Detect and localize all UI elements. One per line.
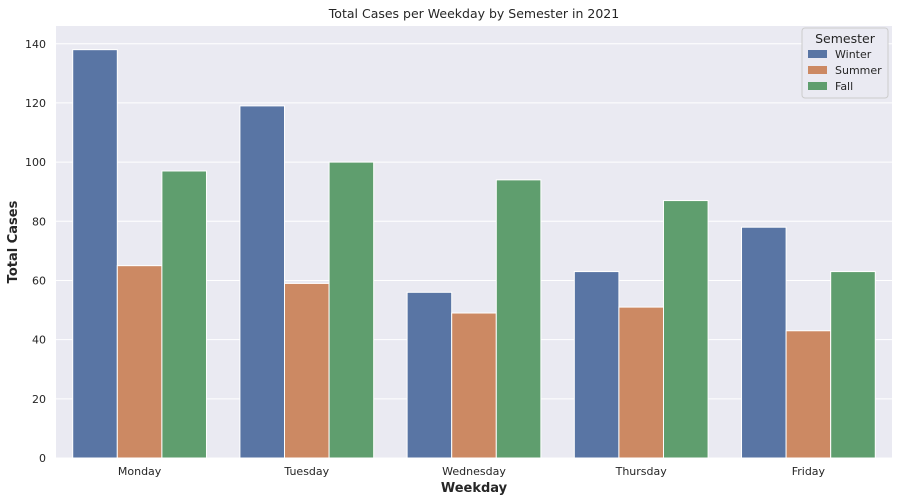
legend-label: Winter: [835, 48, 872, 61]
y-tick-label: 120: [25, 97, 46, 110]
legend-swatch: [808, 82, 827, 90]
legend-label: Fall: [835, 80, 853, 93]
x-tick-label: Friday: [792, 465, 826, 478]
x-axis-ticks: Monday Tuesday Wednesday Thursday Friday: [118, 465, 826, 478]
chart-title: Total Cases per Weekday by Semester in 2…: [328, 6, 619, 21]
bar-winter-friday: [741, 226, 787, 459]
y-tick-label: 0: [39, 452, 46, 465]
x-tick-label: Monday: [118, 465, 162, 478]
bar-fall-thursday: [662, 200, 709, 459]
y-axis-ticks: 0 20 40 60 80 100 120 140: [25, 38, 46, 465]
legend: Semester Winter Summer Fall: [801, 27, 889, 99]
y-axis-label: Total Cases: [6, 200, 21, 283]
legend-swatch: [808, 66, 827, 74]
x-tick-label: Wednesday: [442, 465, 506, 478]
legend-title: Semester: [815, 31, 876, 46]
bar-fall-wednesday: [495, 179, 542, 459]
x-tick-label: Thursday: [615, 465, 668, 478]
y-tick-label: 80: [32, 215, 46, 228]
bar-winter-tuesday: [239, 105, 286, 459]
y-tick-label: 20: [32, 393, 46, 406]
y-tick-label: 140: [25, 38, 46, 51]
legend-swatch: [808, 50, 827, 58]
bar-summer-friday: [785, 330, 832, 459]
bar-summer-monday: [116, 265, 163, 459]
bar-fall-friday: [830, 271, 876, 459]
bar-winter-thursday: [573, 271, 620, 459]
legend-box: [801, 27, 889, 99]
x-tick-label: Tuesday: [283, 465, 329, 478]
legend-label: Summer: [835, 64, 882, 77]
bar-fall-monday: [161, 170, 207, 459]
y-tick-label: 60: [32, 274, 46, 287]
bar-summer-wednesday: [451, 312, 497, 459]
bar-fall-tuesday: [328, 161, 375, 459]
y-tick-label: 40: [32, 334, 46, 347]
bars: [72, 49, 876, 459]
bar-winter-wednesday: [406, 291, 453, 459]
bar-summer-tuesday: [284, 282, 330, 459]
bar-summer-thursday: [618, 306, 664, 459]
x-axis-label: Weekday: [441, 481, 508, 496]
bar-winter-monday: [72, 49, 118, 459]
y-tick-label: 100: [25, 156, 46, 169]
